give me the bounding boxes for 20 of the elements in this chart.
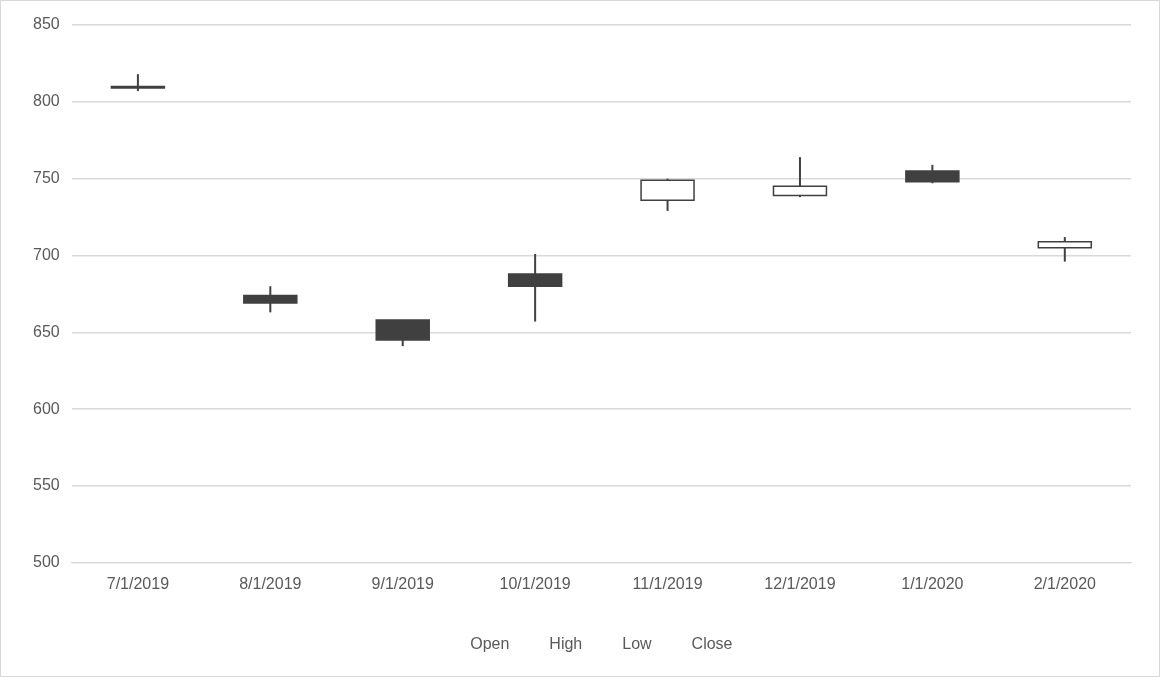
y-tick-label: 600 bbox=[32, 399, 60, 417]
text: Low bbox=[622, 635, 653, 653]
x-tick-label: 12/1/2019 bbox=[764, 574, 836, 592]
text: High bbox=[549, 635, 583, 653]
y-tick-label: 650 bbox=[32, 322, 60, 340]
x-tick-label: 10/1/2019 bbox=[499, 574, 571, 592]
x-tick-label: 8/1/2019 bbox=[239, 574, 302, 592]
y-tick-label: 500 bbox=[32, 553, 60, 571]
y-tick-label: 850 bbox=[32, 15, 60, 33]
x-tick-label: 11/1/2019 bbox=[632, 574, 703, 592]
text: Close bbox=[691, 635, 733, 653]
x-tick-label: 9/1/2019 bbox=[371, 574, 434, 592]
y-tick-label: 700 bbox=[32, 245, 60, 263]
x-tick-label: 2/1/2020 bbox=[1033, 574, 1097, 592]
x-tick-label: 7/1/2019 bbox=[106, 574, 170, 592]
y-tick-label: 800 bbox=[32, 92, 60, 110]
y-tick-label: 750 bbox=[32, 169, 60, 187]
x-tick-label: 1/1/2020 bbox=[901, 574, 964, 592]
text: Open bbox=[470, 635, 510, 653]
y-tick-label: 550 bbox=[32, 476, 60, 494]
